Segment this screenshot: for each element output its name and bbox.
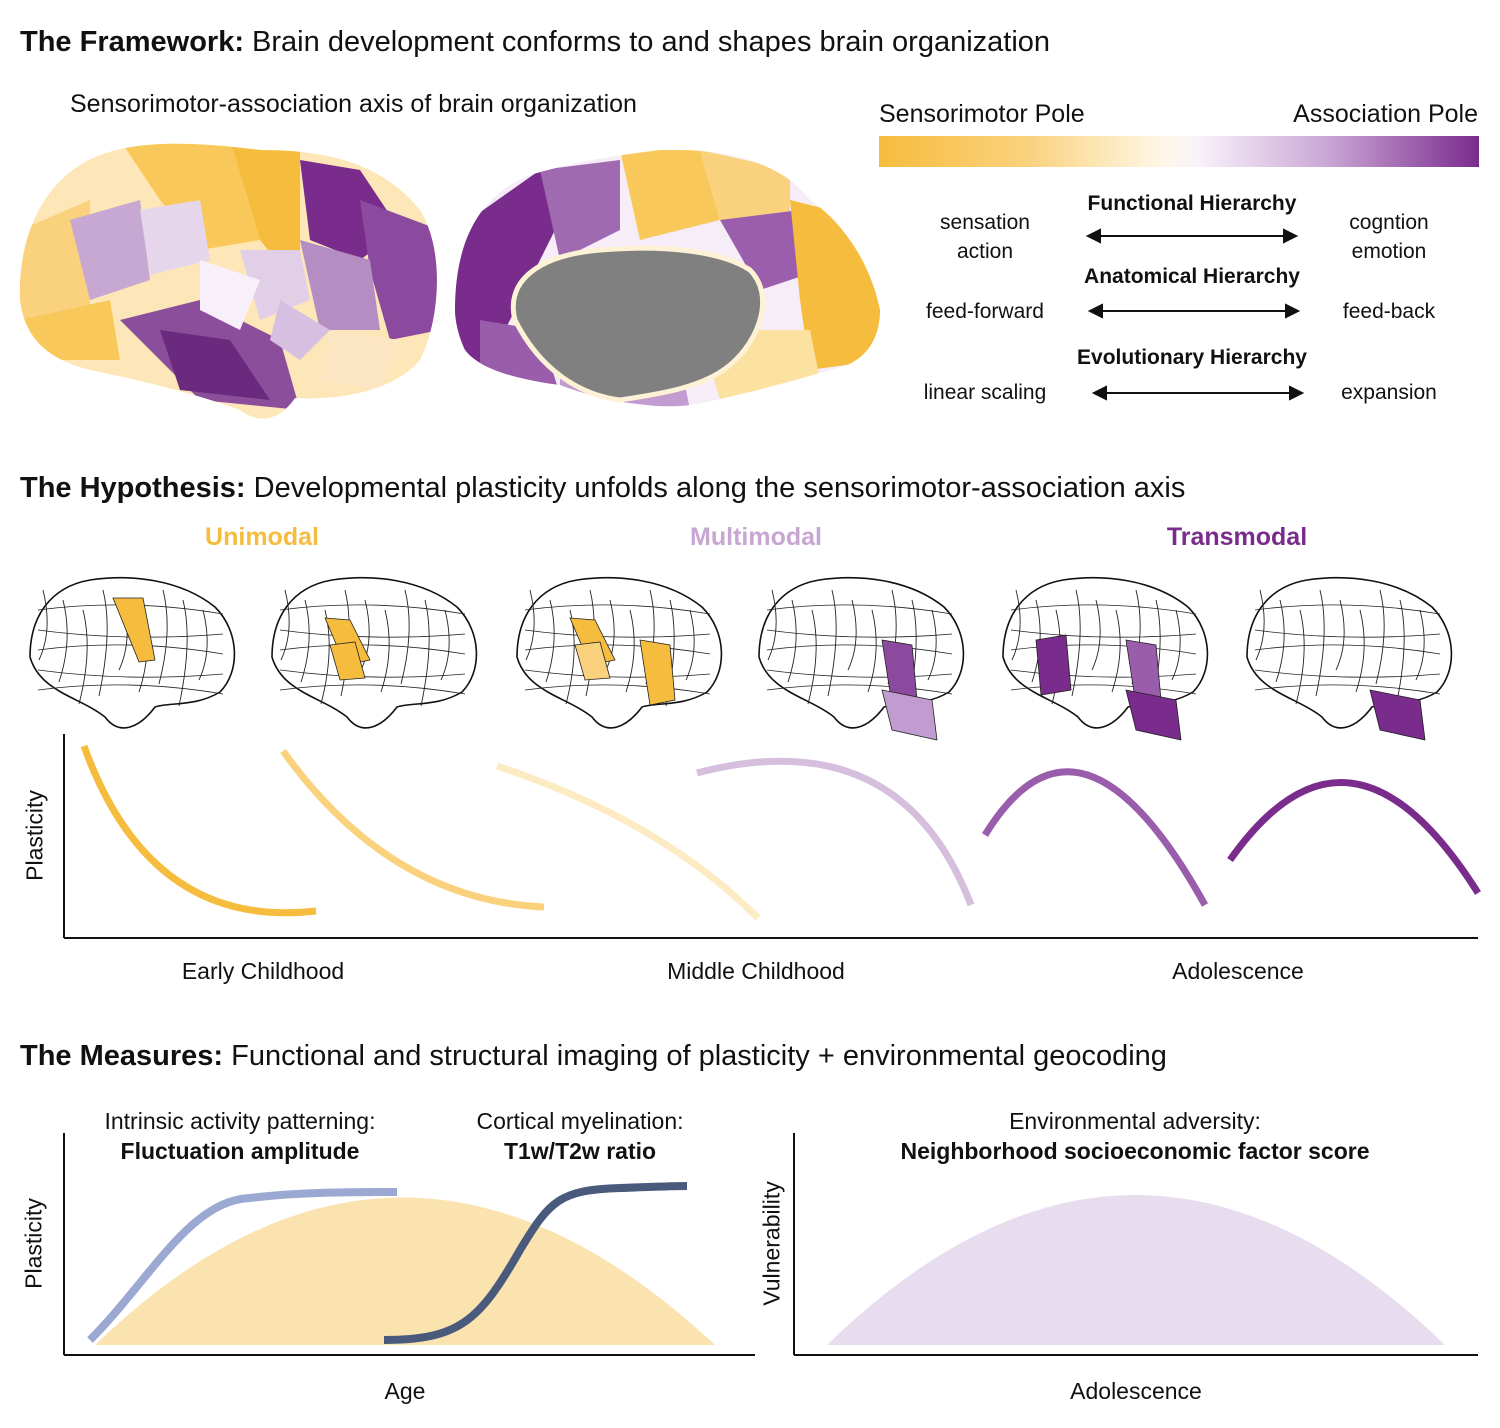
curve-multimodal-2 bbox=[696, 757, 975, 907]
functional-right-1: cogntion bbox=[1349, 211, 1429, 234]
axis-subtitle: Sensorimotor-association axis of brain o… bbox=[70, 90, 637, 118]
functional-hierarchy-label: Functional Hierarchy bbox=[1087, 192, 1297, 215]
lateral-brain-icon bbox=[1246, 576, 1453, 741]
vulnerability-area bbox=[827, 1195, 1445, 1345]
hypothesis-title-rest: Developmental plasticity unfolds along t… bbox=[245, 472, 1186, 504]
measure-myelination-line1: Cortical myelination: bbox=[476, 1108, 684, 1134]
double-arrow bbox=[1085, 228, 1299, 244]
stage-transmodal: Transmodal bbox=[1166, 523, 1308, 551]
lateral-brain-icon bbox=[1002, 576, 1209, 741]
hypothesis-title-bold: The Hypothesis: bbox=[20, 472, 246, 504]
curve-unimodal-2 bbox=[280, 748, 545, 911]
measure-adversity-line2: Neighborhood socioeconomic factor score bbox=[900, 1138, 1370, 1164]
measure-myelination: Cortical myelination: T1w/T2w ratio bbox=[420, 1106, 740, 1166]
hypothesis-title: The Hypothesis: Developmental plasticity… bbox=[20, 472, 1185, 505]
measure-fluctuation: Intrinsic activity patterning: Fluctuati… bbox=[60, 1106, 420, 1166]
medial-wall bbox=[510, 245, 766, 403]
lateral-brain-icon bbox=[758, 576, 965, 741]
functional-right-2: emotion bbox=[1351, 240, 1427, 263]
measure-myelination-line2: T1w/T2w ratio bbox=[503, 1138, 657, 1164]
functional-left-1: sensation bbox=[940, 211, 1030, 234]
plasticity-area bbox=[95, 1197, 715, 1345]
plasticity-axes bbox=[63, 734, 1478, 939]
anatomical-right: feed-back bbox=[1342, 300, 1436, 323]
framework-title-bold: The Framework: bbox=[20, 26, 244, 58]
measure-adversity: Environmental adversity: Neighborhood so… bbox=[835, 1106, 1435, 1166]
lateral-brain-icon bbox=[29, 576, 236, 729]
stage-unimodal: Unimodal bbox=[205, 523, 319, 551]
measures-title-rest: Functional and structural imaging of pla… bbox=[223, 1040, 1167, 1072]
curve-multimodal-1 bbox=[495, 762, 761, 921]
evolutionary-hierarchy-label: Evolutionary Hierarchy bbox=[1077, 346, 1307, 369]
plasticity-y-label: Plasticity bbox=[21, 790, 48, 881]
measures-title: The Measures: Functional and structural … bbox=[20, 1040, 1167, 1073]
vulnerability-y-label: Vulnerability bbox=[758, 1181, 785, 1306]
sensorimotor-pole-label: Sensorimotor Pole bbox=[879, 100, 1085, 128]
functional-right: cogntion emotion bbox=[1289, 208, 1489, 266]
plasticity-curves bbox=[80, 744, 1481, 921]
curve-transmodal-1 bbox=[982, 768, 1209, 907]
measures-plasticity-y-label: Plasticity bbox=[20, 1198, 47, 1289]
fluctuation-amplitude-curve bbox=[87, 1188, 398, 1343]
myelination-curve bbox=[383, 1182, 688, 1344]
double-arrow bbox=[1087, 303, 1301, 319]
anatomical-left: feed-forward bbox=[926, 300, 1044, 323]
x-label-adolescence: Adolescence bbox=[1172, 958, 1304, 984]
measures-right-axes bbox=[793, 1133, 1478, 1356]
axis-gradient-bar bbox=[879, 136, 1479, 167]
adolescence-x-label: Adolescence bbox=[1070, 1378, 1202, 1404]
lateral-brain-icon bbox=[516, 576, 723, 729]
association-pole-label: Association Pole bbox=[1293, 100, 1478, 128]
stage-multimodal: Multimodal bbox=[690, 523, 822, 551]
anatomical-hierarchy-label: Anatomical Hierarchy bbox=[1084, 265, 1300, 288]
lateral-brain-icon bbox=[271, 576, 478, 729]
functional-left-2: action bbox=[956, 240, 1014, 263]
measure-fluctuation-line2: Fluctuation amplitude bbox=[120, 1138, 360, 1164]
curve-unimodal-1 bbox=[80, 744, 317, 917]
curve-transmodal-2 bbox=[1227, 779, 1481, 895]
framework-title-rest: Brain development conforms to and shapes… bbox=[244, 26, 1051, 58]
age-x-label: Age bbox=[384, 1378, 426, 1404]
lateral-brain-surface bbox=[19, 143, 437, 419]
functional-left: sensation action bbox=[885, 208, 1085, 266]
x-label-early-childhood: Early Childhood bbox=[181, 958, 345, 984]
double-arrow bbox=[1091, 385, 1305, 401]
x-label-middle-childhood: Middle Childhood bbox=[667, 958, 845, 984]
evolutionary-left: linear scaling bbox=[923, 381, 1047, 404]
measure-fluctuation-line1: Intrinsic activity patterning: bbox=[104, 1108, 376, 1134]
measures-title-bold: The Measures: bbox=[20, 1040, 224, 1072]
measures-left-axes bbox=[63, 1133, 755, 1356]
framework-title: The Framework: Brain development conform… bbox=[20, 26, 1050, 59]
hypothesis-brain-row bbox=[29, 576, 1453, 741]
evolutionary-right: expansion bbox=[1341, 381, 1437, 404]
measure-adversity-line1: Environmental adversity: bbox=[1009, 1108, 1261, 1134]
